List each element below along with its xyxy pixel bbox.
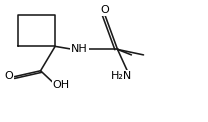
Text: O: O <box>101 5 109 15</box>
Text: O: O <box>4 71 13 81</box>
Text: OH: OH <box>53 80 70 90</box>
Text: H₂N: H₂N <box>111 71 132 81</box>
Text: NH: NH <box>71 44 87 54</box>
